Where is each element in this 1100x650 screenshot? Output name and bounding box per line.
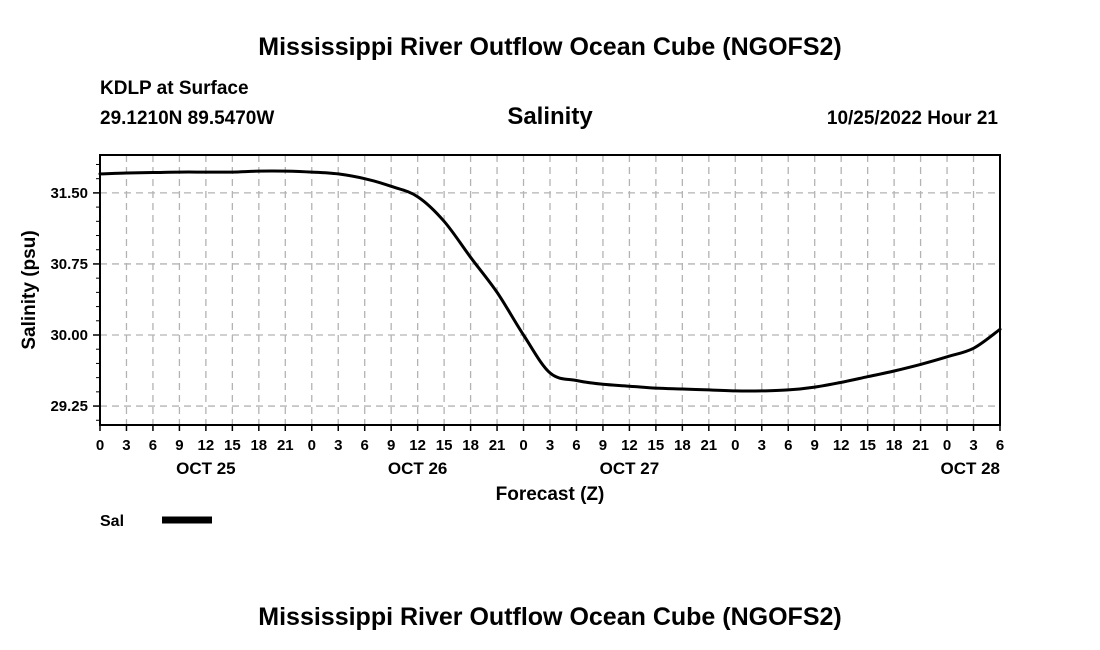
x-tick-label: 9 <box>599 437 607 454</box>
x-tick-label: 6 <box>996 437 1004 454</box>
x-tick-label: 3 <box>546 437 554 454</box>
x-tick-label: 18 <box>462 437 479 454</box>
x-tick-label: 0 <box>731 437 739 454</box>
x-tick-label: 12 <box>198 437 215 454</box>
station-label: KDLP at Surface <box>100 78 249 99</box>
y-tick-label: 30.75 <box>50 256 88 273</box>
x-tick-label: 0 <box>519 437 527 454</box>
x-tick-label: 3 <box>122 437 130 454</box>
page-title: Mississippi River Outflow Ocean Cube (NG… <box>258 33 841 61</box>
x-tick-label: 21 <box>912 437 929 454</box>
x-tick-label: 15 <box>648 437 665 454</box>
series-layer <box>98 169 1002 393</box>
x-tick-label: 21 <box>700 437 717 454</box>
x-tick-label: 12 <box>833 437 850 454</box>
legend: Sal <box>100 513 212 530</box>
x-tick-label: 18 <box>250 437 267 454</box>
x-tick-label: 9 <box>811 437 819 454</box>
x-tick-label: 9 <box>387 437 395 454</box>
date-label: OCT 28 <box>940 459 1000 478</box>
x-tick-label: 0 <box>943 437 951 454</box>
x-tick-label: 18 <box>886 437 903 454</box>
x-tick-label: 12 <box>621 437 638 454</box>
date-label: OCT 25 <box>176 459 236 478</box>
x-tick-label: 9 <box>175 437 183 454</box>
x-tick-label: 3 <box>969 437 977 454</box>
y-axis-title: Salinity (psu) <box>19 230 40 349</box>
x-tick-label: 0 <box>308 437 316 454</box>
plot-frame <box>99 154 1001 426</box>
date-label: OCT 27 <box>600 459 660 478</box>
x-tick-label: 15 <box>224 437 241 454</box>
series-line-sal <box>98 169 1002 393</box>
y-tick-label: 31.50 <box>50 185 88 202</box>
x-tick-label: 21 <box>489 437 506 454</box>
station-coords: 29.1210N 89.5470W <box>100 108 274 129</box>
x-tick-label: 6 <box>572 437 580 454</box>
date-label: OCT 26 <box>388 459 448 478</box>
x-tick-label: 18 <box>674 437 691 454</box>
forecast-datetime: 10/25/2022 Hour 21 <box>827 108 999 129</box>
chart-title: Salinity <box>507 103 593 130</box>
x-tick-label: 21 <box>277 437 294 454</box>
x-axis-ticks: 0 3 6 9 12 15 18 21 0 3 6 9 12 15 18 21 0 3 6 9 12 15 18 21 0 3 6 9… <box>96 425 1004 478</box>
x-tick-label: 15 <box>859 437 876 454</box>
x-tick-label: 6 <box>361 437 369 454</box>
legend-label: Sal <box>100 513 124 530</box>
x-tick-label: 3 <box>758 437 766 454</box>
y-tick-label: 30.00 <box>50 327 88 344</box>
x-tick-label: 12 <box>409 437 426 454</box>
x-tick-label: 6 <box>784 437 792 454</box>
y-axis-ticks: 31.50 30.75 30.00 29.25 <box>50 163 100 421</box>
y-tick-label: 29.25 <box>50 398 88 415</box>
grid-lines <box>100 155 1000 425</box>
x-tick-label: 15 <box>436 437 453 454</box>
x-tick-label: 6 <box>149 437 157 454</box>
footer-title: Mississippi River Outflow Ocean Cube (NG… <box>258 603 841 631</box>
x-tick-label: 0 <box>96 437 104 454</box>
x-tick-label: 3 <box>334 437 342 454</box>
x-axis-title: Forecast (Z) <box>496 484 605 505</box>
